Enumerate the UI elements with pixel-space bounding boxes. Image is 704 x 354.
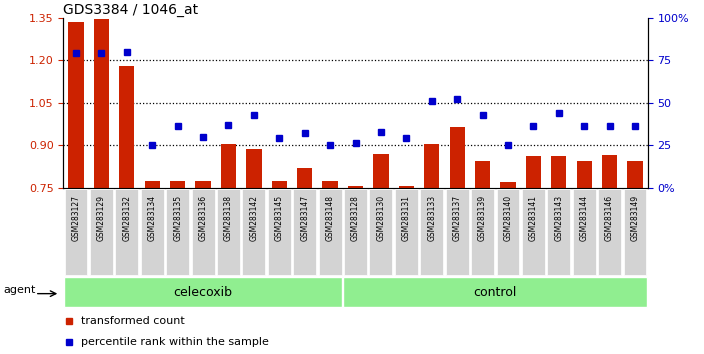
Text: agent: agent: [4, 285, 35, 296]
Bar: [94, 19, 109, 188]
Text: GSM283127: GSM283127: [72, 195, 80, 241]
Bar: [373, 154, 389, 188]
FancyBboxPatch shape: [370, 188, 392, 275]
Text: GSM283134: GSM283134: [148, 195, 157, 241]
Text: GSM283148: GSM283148: [326, 195, 334, 241]
Text: transformed count: transformed count: [81, 316, 184, 326]
Bar: [398, 186, 414, 188]
Text: GSM283133: GSM283133: [427, 195, 436, 241]
FancyBboxPatch shape: [319, 188, 341, 275]
Bar: [246, 149, 261, 188]
Bar: [627, 161, 643, 188]
FancyBboxPatch shape: [446, 188, 469, 275]
Text: GSM283149: GSM283149: [631, 195, 639, 241]
Bar: [526, 156, 541, 188]
Text: GSM283139: GSM283139: [478, 195, 487, 241]
FancyBboxPatch shape: [624, 188, 646, 275]
Bar: [348, 186, 363, 188]
FancyBboxPatch shape: [420, 188, 444, 275]
Text: GSM283130: GSM283130: [377, 195, 385, 241]
FancyBboxPatch shape: [395, 188, 417, 275]
Bar: [475, 161, 490, 188]
FancyBboxPatch shape: [191, 188, 215, 275]
Text: GSM283132: GSM283132: [122, 195, 132, 241]
FancyBboxPatch shape: [471, 188, 494, 275]
FancyBboxPatch shape: [90, 188, 113, 275]
Text: GSM283144: GSM283144: [579, 195, 589, 241]
Bar: [119, 66, 134, 188]
Text: GSM283145: GSM283145: [275, 195, 284, 241]
Bar: [221, 144, 236, 188]
FancyBboxPatch shape: [573, 188, 596, 275]
Text: GSM283136: GSM283136: [199, 195, 208, 241]
FancyBboxPatch shape: [344, 278, 647, 307]
Text: GSM283141: GSM283141: [529, 195, 538, 241]
FancyBboxPatch shape: [496, 188, 520, 275]
FancyBboxPatch shape: [166, 188, 189, 275]
Text: GSM283140: GSM283140: [503, 195, 513, 241]
Bar: [170, 181, 185, 188]
Bar: [68, 22, 84, 188]
Text: GSM283143: GSM283143: [554, 195, 563, 241]
Text: GSM283138: GSM283138: [224, 195, 233, 241]
Bar: [424, 144, 439, 188]
Bar: [450, 127, 465, 188]
Text: GSM283146: GSM283146: [605, 195, 614, 241]
Text: GSM283142: GSM283142: [249, 195, 258, 241]
FancyBboxPatch shape: [242, 188, 265, 275]
Bar: [272, 181, 287, 188]
Bar: [602, 155, 617, 188]
FancyBboxPatch shape: [598, 188, 621, 275]
Bar: [196, 181, 210, 188]
Text: GSM283131: GSM283131: [402, 195, 411, 241]
Text: celecoxib: celecoxib: [174, 286, 232, 298]
Bar: [501, 182, 515, 188]
Text: GSM283137: GSM283137: [453, 195, 462, 241]
FancyBboxPatch shape: [344, 188, 367, 275]
Text: percentile rank within the sample: percentile rank within the sample: [81, 337, 269, 348]
Text: GSM283128: GSM283128: [351, 195, 360, 241]
Text: GDS3384 / 1046_at: GDS3384 / 1046_at: [63, 3, 199, 17]
FancyBboxPatch shape: [217, 188, 240, 275]
Bar: [322, 181, 338, 188]
FancyBboxPatch shape: [268, 188, 291, 275]
FancyBboxPatch shape: [64, 278, 342, 307]
Text: GSM283147: GSM283147: [300, 195, 309, 241]
FancyBboxPatch shape: [65, 188, 87, 275]
FancyBboxPatch shape: [141, 188, 164, 275]
FancyBboxPatch shape: [522, 188, 545, 275]
Bar: [144, 181, 160, 188]
Text: GSM283135: GSM283135: [173, 195, 182, 241]
Text: GSM283129: GSM283129: [97, 195, 106, 241]
FancyBboxPatch shape: [115, 188, 138, 275]
Text: control: control: [474, 286, 517, 298]
Bar: [551, 156, 567, 188]
FancyBboxPatch shape: [547, 188, 570, 275]
Bar: [297, 168, 313, 188]
Bar: [577, 161, 592, 188]
FancyBboxPatch shape: [294, 188, 316, 275]
